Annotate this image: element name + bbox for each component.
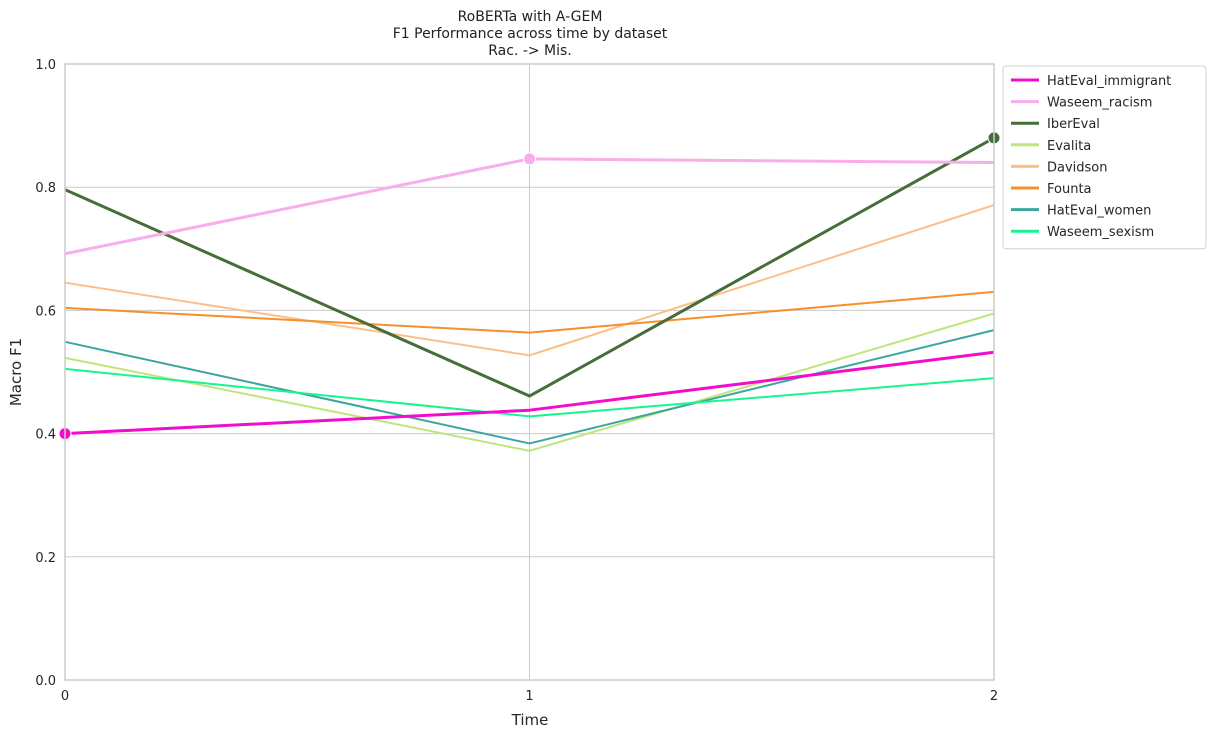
y-tick-label: 0.8 (35, 181, 56, 196)
legend-label: IberEval (1047, 117, 1100, 132)
x-tick-label: 1 (525, 689, 533, 704)
x-tick-label: 2 (990, 689, 998, 704)
legend-label: Davidson (1047, 160, 1108, 175)
series-line-davidson (64, 204, 995, 357)
y-tick-label: 0.6 (35, 304, 56, 319)
series-line-ibereval (64, 136, 995, 398)
y-tick-label: 0.4 (35, 428, 56, 443)
series-line-evalita (64, 312, 995, 452)
legend-label: HatEval_immigrant (1047, 74, 1171, 89)
y-tick-label: 0.2 (35, 551, 56, 566)
x-axis-ticks: 0 1 2 (61, 689, 998, 704)
y-tick-label: 1.0 (35, 58, 56, 73)
legend-label: Evalita (1047, 139, 1091, 154)
plot-frame (64, 63, 995, 681)
y-axis-label: Macro F1 (7, 338, 25, 406)
y-tick-label: 0.0 (35, 674, 56, 689)
series-line-hateval-immigrant (64, 350, 995, 436)
x-tick-label: 0 (61, 689, 69, 704)
series-line-hateval-women (64, 329, 995, 445)
legend-label: Waseem_racism (1047, 96, 1152, 111)
series-line-founta (64, 290, 995, 334)
legend-label: Waseem_sexism (1047, 225, 1154, 240)
point-marker-waseem-racism (523, 152, 536, 166)
legend-label: HatEval_women (1047, 204, 1151, 219)
series-lines (64, 136, 995, 452)
chart-title: RoBERTa with A-GEM F1 Performance across… (393, 9, 668, 59)
chart-title-line-1: RoBERTa with A-GEM (458, 9, 603, 25)
y-axis-ticks: 0.0 0.2 0.4 0.6 0.8 1.0 (35, 58, 56, 689)
chart-title-line-3: Rac. -> Mis. (488, 43, 572, 59)
legend-box (1002, 65, 1207, 250)
chart-title-line-2: F1 Performance across time by dataset (393, 26, 668, 42)
legend: HatEval_immigrant Waseem_racism IberEval Ev… (1002, 65, 1207, 250)
legend-label: Founta (1047, 182, 1092, 197)
series-line-waseem-sexism (64, 367, 995, 418)
x-axis-label: Time (511, 711, 549, 729)
